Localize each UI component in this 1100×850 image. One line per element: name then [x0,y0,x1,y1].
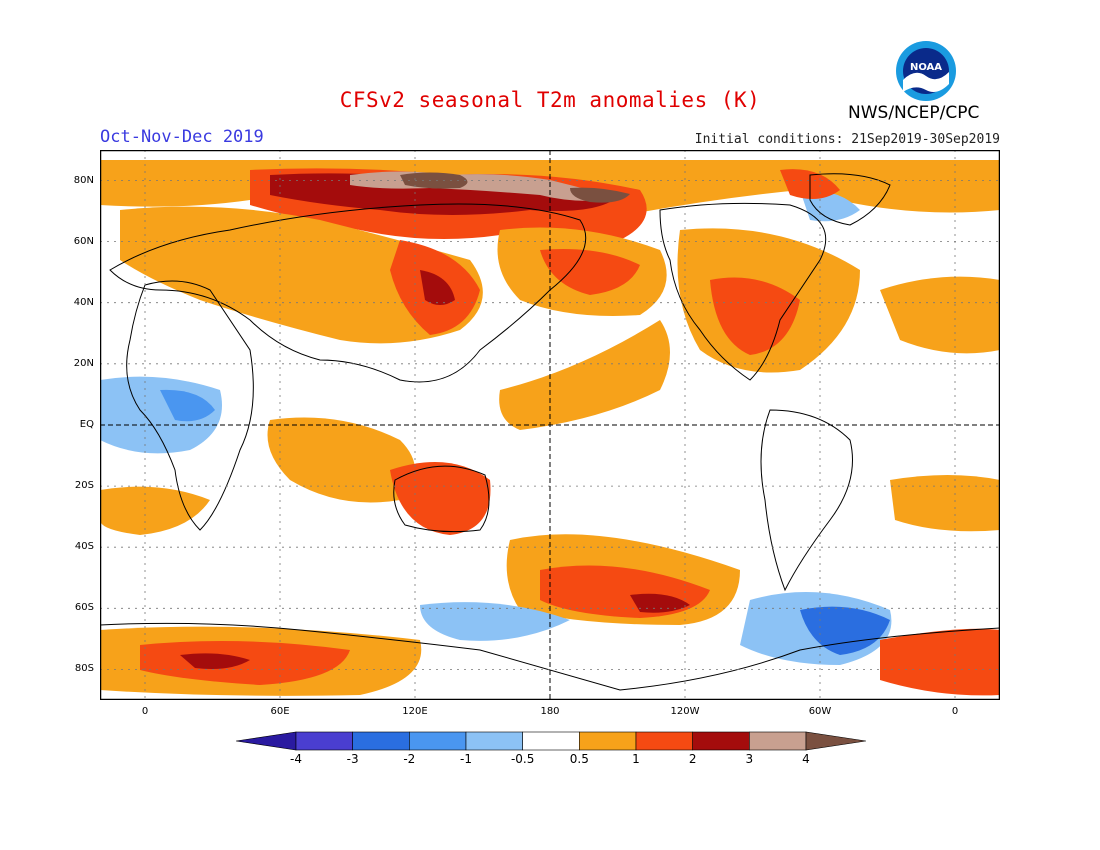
warm-north-pacific-core [540,249,640,295]
colorbar [236,731,866,751]
hot-antarctica-east [180,653,250,669]
colorbar-swatch [409,731,467,751]
warm-antarctica-west [880,628,1000,696]
colorbar-swatch [579,731,637,751]
warm-indian-ocean [267,417,415,503]
warm-tropical-pacific [499,320,670,430]
colorbar-label: 0.5 [569,752,589,766]
noaa-logo: NOAA [896,41,956,101]
colorbar-label: -4 [290,752,302,766]
coast-greenland [809,173,891,226]
lat-label: 80S [74,663,94,675]
cool-south-america-core [800,606,890,655]
lon-label: 120E [402,706,428,717]
lon-label: 0 [951,706,959,717]
cool-southern-ocean [420,602,570,641]
colorbar-swatch [465,731,523,751]
colorbar-swatch [352,731,410,751]
lat-label: EQ [79,419,94,430]
colorbar-swatch [635,731,693,751]
colorbar-swatch [692,731,750,751]
agency-label: NWS/NCEP/CPC [848,103,980,123]
lat-label: 80N [73,174,94,186]
colorbar-swatch [805,731,866,751]
lat-label: 40N [73,296,94,308]
warm-antarctica-east-core [140,641,350,685]
colorbar-swatch [236,731,297,751]
warm-south-atlantic-west [100,486,210,535]
cool-tropical-africa-core [160,389,215,422]
lon-label: 60W [808,706,832,717]
lon-label: 60E [270,706,290,717]
colorbar-label: -0.5 [510,752,535,766]
initial-conditions: Initial conditions: 21Sep2019-30Sep2019 [694,132,1000,147]
coast-australia [393,465,490,533]
logo-text: NOAA [910,62,942,73]
hot-east-asia [420,270,455,305]
extreme-arctic-2 [570,187,630,203]
lat-label: 40S [74,541,94,553]
forecast-period: Oct-Nov-Dec 2019 [100,127,264,147]
lat-label: 20N [73,357,94,369]
colorbar-label: -3 [346,752,359,766]
coast-north-america [659,202,827,381]
lon-label: 0 [141,706,149,717]
equator-dateline [100,150,1000,700]
coast-eurasia [109,203,587,383]
lon-label: 180 [540,706,560,717]
map-title: CFSv2 seasonal T2m anomalies (K) [339,88,761,112]
anomaly-map [100,150,1000,700]
colorbar-label: 4 [802,752,810,766]
colorbar-label: 2 [688,752,697,766]
colorbar-label: -1 [460,752,472,766]
warm-asia [120,206,483,344]
coast-africa [126,280,254,531]
extreme-arctic [400,172,468,189]
colorbar-label: 1 [632,752,640,766]
coast-south-america [760,409,853,592]
lat-label: 60S [74,602,94,614]
lon-label: 120W [670,706,700,717]
colorbar-label: 3 [745,752,754,766]
colorbar-swatch [295,731,353,751]
warm-us-east [710,277,800,355]
lat-label: 60N [73,235,94,247]
warm-atlantic [880,276,1000,354]
lat-label: 20S [74,480,94,492]
colorbar-swatch [749,731,807,751]
warm-south-atlantic [890,475,1000,532]
colorbar-label: -2 [403,752,416,766]
colorbar-swatch [522,731,580,751]
